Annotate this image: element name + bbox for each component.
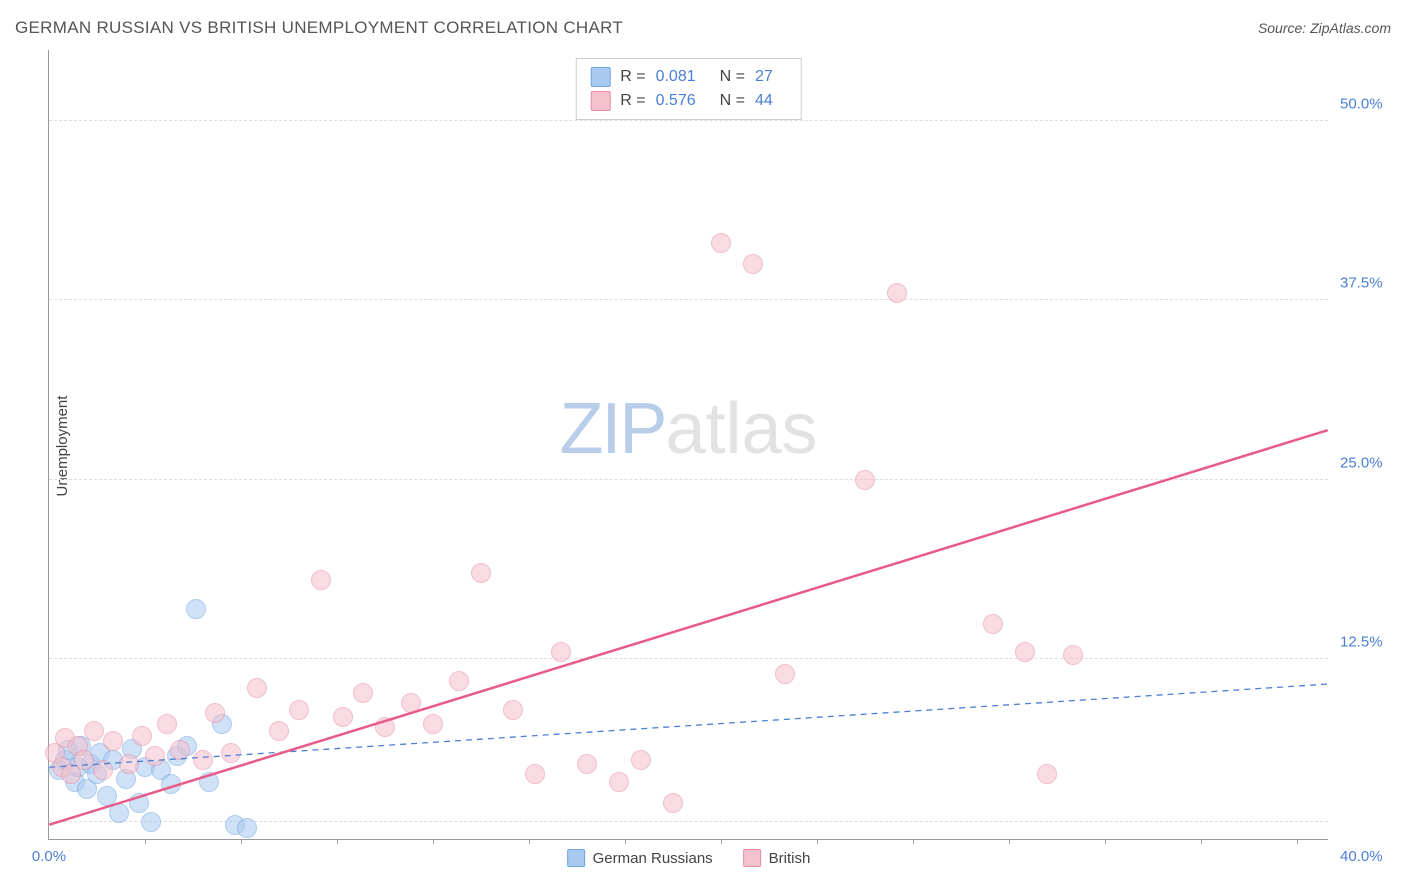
- x-tick-mark: [1009, 839, 1010, 844]
- source-attribution: Source: ZipAtlas.com: [1258, 20, 1391, 36]
- data-point: [503, 700, 523, 720]
- plot-area: ZIPatlas R =0.081N =27R =0.576N =44 Germ…: [48, 50, 1328, 840]
- data-point: [775, 664, 795, 684]
- y-tick-label: 25.0%: [1340, 454, 1400, 471]
- x-tick-mark: [913, 839, 914, 844]
- data-point: [269, 721, 289, 741]
- data-point: [577, 754, 597, 774]
- x-tick-mark: [241, 839, 242, 844]
- data-point: [97, 786, 117, 806]
- data-point: [93, 760, 113, 780]
- legend-swatch: [743, 849, 761, 867]
- data-point: [103, 731, 123, 751]
- data-point: [983, 614, 1003, 634]
- data-point: [631, 750, 651, 770]
- data-point: [132, 726, 152, 746]
- legend-series-item: British: [743, 849, 811, 867]
- data-point: [423, 714, 443, 734]
- watermark: ZIPatlas: [559, 388, 817, 470]
- trend-lines: [49, 50, 1328, 839]
- data-point: [375, 717, 395, 737]
- x-tick-mark: [625, 839, 626, 844]
- x-tick-mark: [337, 839, 338, 844]
- data-point: [119, 754, 139, 774]
- data-point: [551, 642, 571, 662]
- series-legend: German Russians British: [567, 849, 811, 867]
- data-point: [74, 750, 94, 770]
- data-point: [129, 793, 149, 813]
- r-value: 0.081: [656, 68, 696, 86]
- x-tick-label: 40.0%: [1340, 848, 1400, 865]
- data-point: [289, 700, 309, 720]
- x-tick-mark: [145, 839, 146, 844]
- legend-series-label: British: [769, 850, 811, 867]
- data-point: [157, 714, 177, 734]
- data-point: [449, 671, 469, 691]
- x-tick-mark: [529, 839, 530, 844]
- legend-series-item: German Russians: [567, 849, 713, 867]
- data-point: [237, 818, 257, 838]
- data-point: [145, 746, 165, 766]
- x-tick-mark: [1297, 839, 1298, 844]
- data-point: [221, 743, 241, 763]
- data-point: [1015, 642, 1035, 662]
- data-point: [1037, 764, 1057, 784]
- watermark-atlas: atlas: [665, 389, 817, 469]
- x-tick-mark: [721, 839, 722, 844]
- y-tick-label: 50.0%: [1340, 95, 1400, 112]
- data-point: [353, 683, 373, 703]
- data-point: [887, 283, 907, 303]
- gridline: [49, 658, 1328, 659]
- data-point: [84, 721, 104, 741]
- x-tick-mark: [433, 839, 434, 844]
- gridline: [49, 479, 1328, 480]
- data-point: [663, 793, 683, 813]
- data-point: [1063, 645, 1083, 665]
- watermark-zip: ZIP: [559, 389, 665, 469]
- x-tick-mark: [1105, 839, 1106, 844]
- data-point: [161, 774, 181, 794]
- r-value: 0.576: [656, 92, 696, 110]
- y-tick-label: 12.5%: [1340, 634, 1400, 651]
- data-point: [525, 764, 545, 784]
- data-point: [743, 254, 763, 274]
- data-point: [205, 703, 225, 723]
- legend-series-label: German Russians: [593, 850, 713, 867]
- n-label: N =: [720, 68, 745, 86]
- data-point: [471, 563, 491, 583]
- data-point: [311, 570, 331, 590]
- data-point: [333, 707, 353, 727]
- x-tick-mark: [817, 839, 818, 844]
- correlation-legend: R = 0.081 N = 27 R = 0.576 N = 44: [575, 58, 802, 120]
- data-point: [193, 750, 213, 770]
- x-tick-label: 0.0%: [32, 848, 66, 865]
- r-label: R =: [620, 68, 645, 86]
- x-tick-mark: [1201, 839, 1202, 844]
- chart-header: GERMAN RUSSIAN VS BRITISH UNEMPLOYMENT C…: [15, 18, 1391, 38]
- data-point: [186, 599, 206, 619]
- legend-swatch: [590, 67, 610, 87]
- legend-correlation-row: R = 0.576 N = 44: [590, 89, 787, 113]
- legend-correlation-row: R = 0.081 N = 27: [590, 65, 787, 89]
- n-value: 27: [755, 68, 773, 86]
- data-point: [855, 470, 875, 490]
- data-point: [109, 803, 129, 823]
- data-point: [609, 772, 629, 792]
- data-point: [141, 812, 161, 832]
- chart-title: GERMAN RUSSIAN VS BRITISH UNEMPLOYMENT C…: [15, 18, 623, 38]
- trend-line: [49, 430, 1327, 825]
- legend-swatch: [567, 849, 585, 867]
- data-point: [247, 678, 267, 698]
- gridline: [49, 299, 1328, 300]
- data-point: [199, 772, 219, 792]
- data-point: [711, 233, 731, 253]
- n-value: 44: [755, 92, 773, 110]
- y-tick-label: 37.5%: [1340, 275, 1400, 292]
- legend-swatch: [590, 91, 610, 111]
- n-label: N =: [720, 92, 745, 110]
- data-point: [170, 740, 190, 760]
- data-point: [401, 693, 421, 713]
- r-label: R =: [620, 92, 645, 110]
